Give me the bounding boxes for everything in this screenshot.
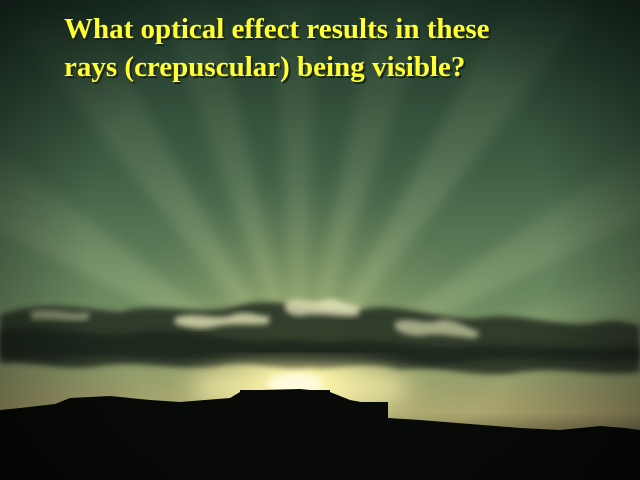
- question-line-1: What optical effect results in these: [64, 13, 490, 45]
- question-heading: What optical effect results in these ray…: [64, 10, 624, 86]
- question-line-2: rays (crepuscular) being visible?: [64, 51, 466, 83]
